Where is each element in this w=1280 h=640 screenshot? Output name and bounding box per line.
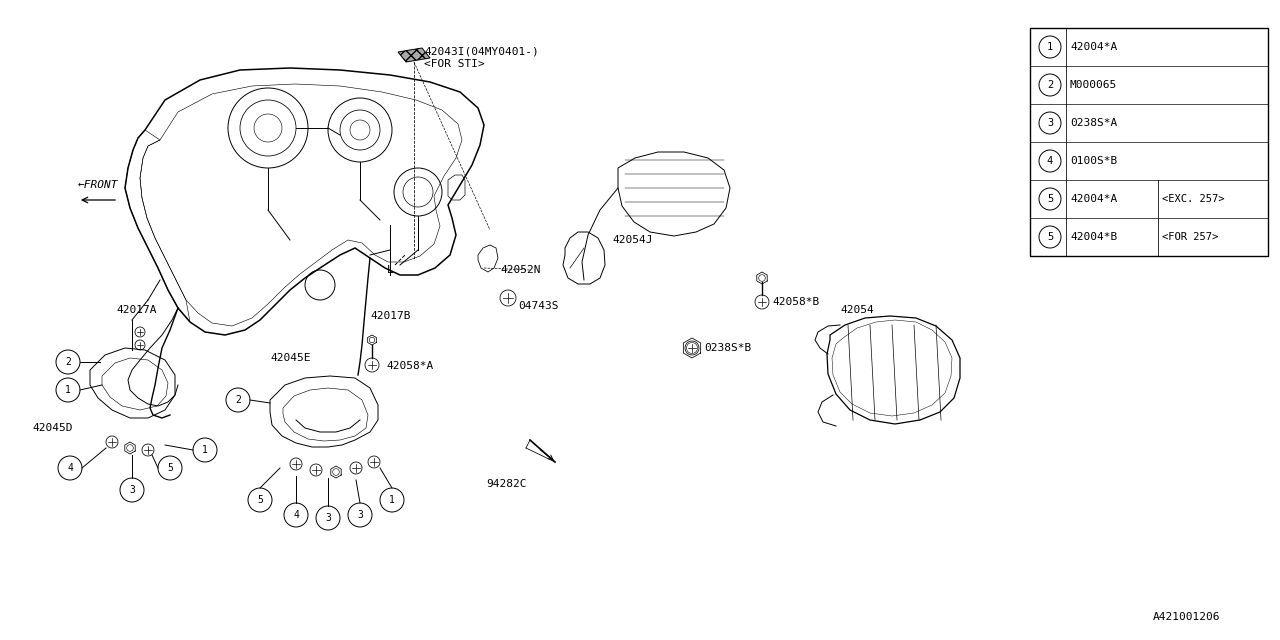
Text: 42045E: 42045E: [270, 353, 311, 363]
Text: 5: 5: [168, 463, 173, 473]
Text: 1: 1: [65, 385, 70, 395]
Text: 42054J: 42054J: [612, 235, 653, 245]
Text: M000065: M000065: [1070, 80, 1117, 90]
Text: 94282C: 94282C: [486, 479, 526, 489]
Text: 3: 3: [325, 513, 332, 523]
Text: 42058*B: 42058*B: [772, 297, 819, 307]
Text: 3: 3: [357, 510, 364, 520]
Text: 42004*B: 42004*B: [1070, 232, 1117, 242]
Bar: [1030, 28, 1268, 256]
Text: 5: 5: [257, 495, 262, 505]
Text: <EXC. 257>: <EXC. 257>: [1162, 194, 1225, 204]
Text: 42045D: 42045D: [32, 423, 73, 433]
Text: 4: 4: [1047, 156, 1053, 166]
Text: 1: 1: [1047, 42, 1053, 52]
Text: <FOR STI>: <FOR STI>: [424, 59, 485, 69]
Text: 1: 1: [389, 495, 396, 505]
Text: 42052N: 42052N: [500, 265, 540, 275]
Text: 3: 3: [1047, 118, 1053, 128]
Polygon shape: [398, 48, 430, 62]
Text: 42058*A: 42058*A: [387, 361, 433, 371]
Text: 0100S*B: 0100S*B: [1070, 156, 1117, 166]
Text: 5: 5: [1047, 194, 1053, 204]
Text: ←FRONT: ←FRONT: [78, 180, 119, 190]
Text: 42017A: 42017A: [116, 305, 156, 315]
Text: <FOR 257>: <FOR 257>: [1162, 232, 1219, 242]
Text: 2: 2: [1047, 80, 1053, 90]
Text: 42043I(04MY0401-): 42043I(04MY0401-): [424, 47, 539, 57]
Text: 42004*A: 42004*A: [1070, 194, 1117, 204]
Text: 3: 3: [129, 485, 134, 495]
Text: L: L: [387, 265, 393, 275]
Text: 4: 4: [293, 510, 300, 520]
Text: 0238S*B: 0238S*B: [704, 343, 751, 353]
Text: A421001206: A421001206: [1152, 612, 1220, 622]
Text: 42004*A: 42004*A: [1070, 42, 1117, 52]
Text: 0238S*A: 0238S*A: [1070, 118, 1117, 128]
Text: 5: 5: [1047, 232, 1053, 242]
Text: 42017B: 42017B: [370, 311, 411, 321]
Text: 1: 1: [202, 445, 207, 455]
Text: 04743S: 04743S: [518, 301, 558, 311]
Text: 2: 2: [65, 357, 70, 367]
Text: 42054: 42054: [840, 305, 874, 315]
Text: 2: 2: [236, 395, 241, 405]
Text: 4: 4: [67, 463, 73, 473]
